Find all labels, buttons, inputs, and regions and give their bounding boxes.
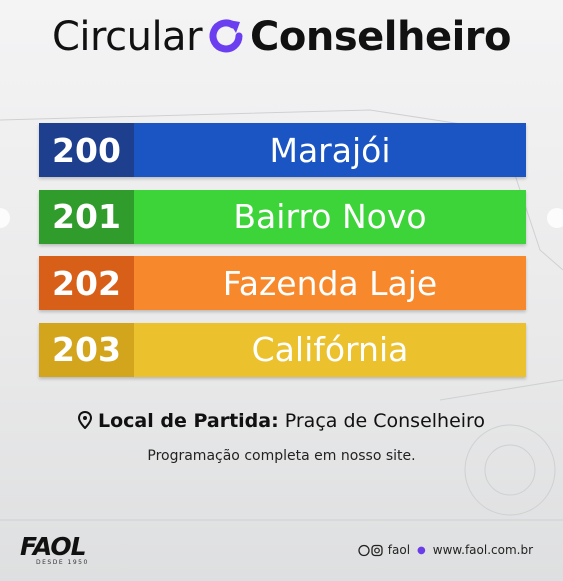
departure-label: Local de Partida:: [97, 410, 279, 432]
carousel-next[interactable]: [547, 208, 563, 228]
footer-handle: faol: [387, 543, 411, 557]
route-name: Bairro Novo: [134, 189, 526, 244]
title-right: Conselheiro: [250, 14, 511, 60]
route-name: Marajói: [134, 123, 526, 177]
route-name: Fazenda Laje: [134, 256, 526, 310]
logo-since: DESDE 1950: [36, 559, 89, 566]
circular-icon: [209, 19, 243, 53]
route-row: 202 Fazenda Laje: [39, 256, 526, 310]
route-row: 201 Bairro Novo: [39, 189, 526, 244]
departure: Local de Partida: Praça de Conselheiro: [0, 410, 563, 432]
footer-website: www.faol.com.br: [432, 543, 533, 557]
separator: ●: [417, 544, 426, 556]
route-number: 202: [39, 256, 134, 310]
route-name: Califórnia: [134, 322, 526, 377]
note: Programação completa em nosso site.: [147, 448, 416, 464]
departure-place: Praça de Conselheiro: [284, 410, 486, 432]
route-number: 201: [39, 189, 134, 244]
social-icons: [358, 544, 383, 556]
logo: FAOL DESDE 1950: [20, 534, 89, 566]
logo-name: FAOL: [20, 532, 87, 561]
footer: faol ● www.faol.com.br: [358, 543, 533, 557]
route-number: 200: [39, 123, 134, 177]
carousel-prev[interactable]: [0, 208, 10, 228]
route-number: 203: [39, 322, 134, 377]
pin-icon: [77, 410, 92, 430]
title: Circular Conselheiro: [0, 14, 563, 60]
title-left: Circular: [51, 14, 203, 60]
route-row: 203 Califórnia: [39, 322, 526, 377]
route-row: 200 Marajói: [39, 123, 526, 177]
